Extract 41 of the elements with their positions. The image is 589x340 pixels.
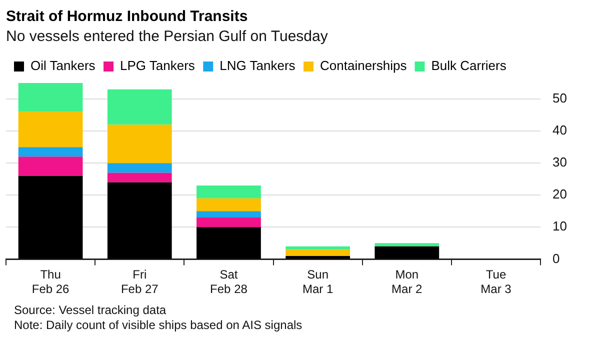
bar bbox=[196, 186, 261, 198]
bar bbox=[374, 246, 440, 259]
bar bbox=[107, 182, 172, 259]
y-tick-label: 10 bbox=[552, 218, 568, 234]
bar bbox=[107, 163, 172, 173]
bar bbox=[107, 89, 172, 125]
bar bbox=[107, 172, 172, 182]
bar bbox=[18, 112, 83, 148]
bar bbox=[18, 176, 83, 259]
y-tick-label: 40 bbox=[552, 122, 568, 138]
bar bbox=[18, 156, 83, 176]
y-tick-label: 20 bbox=[552, 186, 568, 202]
bar bbox=[18, 83, 83, 112]
legend-label: Bulk Carriers bbox=[431, 58, 507, 74]
legend-label: Oil Tankers bbox=[30, 58, 96, 74]
x-tick-label: Sat Feb 28 bbox=[210, 268, 248, 296]
x-tick-label: Fri Feb 27 bbox=[120, 268, 159, 296]
x-tick-label: Sun Mar 1 bbox=[302, 268, 334, 296]
legend-label: Containerships bbox=[320, 58, 408, 74]
bar bbox=[286, 250, 350, 256]
source-note: Source: Vessel tracking data bbox=[14, 303, 168, 318]
text: Note: Daily count of visible ships based on AIS signals bbox=[14, 318, 302, 333]
legend-label: LPG Tankers bbox=[120, 58, 196, 74]
x-tick-label: Tue Mar 3 bbox=[480, 268, 512, 296]
bar bbox=[196, 218, 261, 228]
bar bbox=[286, 256, 350, 259]
y-tick-label: 50 bbox=[552, 90, 568, 106]
bar bbox=[18, 147, 83, 157]
bar bbox=[286, 246, 350, 250]
x-tick-label: Mon Mar 2 bbox=[392, 268, 423, 296]
y-tick-label: 30 bbox=[552, 154, 568, 170]
bar bbox=[196, 211, 261, 218]
legend-label: LNG Tankers bbox=[220, 58, 296, 74]
bar bbox=[107, 124, 172, 164]
bar bbox=[196, 198, 261, 212]
y-tick-label: 0 bbox=[552, 250, 560, 266]
bar bbox=[196, 227, 261, 259]
chart-subtitle: No vessels entered the Persian Gulf on Tuesday bbox=[6, 28, 328, 46]
chart-title: Strait of Hormuz Inbound Transits bbox=[6, 8, 248, 26]
x-tick-label: Thu Feb 26 bbox=[32, 268, 70, 296]
bar bbox=[374, 243, 440, 246]
